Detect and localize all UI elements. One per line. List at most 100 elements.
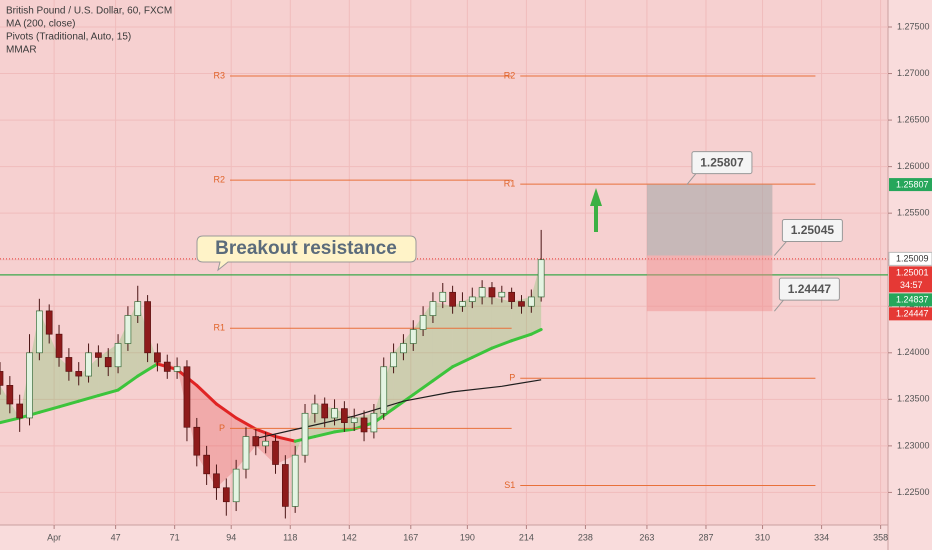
indicator: Pivots (Traditional, Auto, 15) — [6, 32, 131, 43]
time-axis — [0, 525, 888, 550]
candle-body — [272, 440, 279, 465]
ribbon-band — [393, 329, 414, 409]
ribbon-line — [274, 435, 297, 443]
candle-body — [439, 291, 447, 302]
candle-body — [301, 412, 309, 456]
ribbon-line — [77, 394, 100, 403]
candle-body — [350, 417, 358, 423]
y-tick-label: 1.27000 — [897, 68, 930, 78]
candle-body — [26, 352, 33, 419]
y-tick-label: 1.22500 — [897, 487, 930, 497]
marks: R3 R2 R1 P R2 R1 P S1 — [0, 70, 888, 519]
candle-body — [380, 366, 388, 414]
candle-body — [429, 301, 437, 316]
candle-body — [222, 487, 230, 503]
annotation: Breakout resistance — [215, 238, 397, 259]
price-tag-label: 1.25807 — [896, 179, 929, 189]
indicator: MMAR — [6, 45, 37, 56]
price-tag-label: 1.25001 — [896, 268, 929, 278]
ribbon-band — [413, 301, 433, 395]
price-tag — [889, 307, 932, 321]
x-tick-label: 263 — [639, 532, 654, 542]
candle-body — [321, 403, 329, 419]
ribbon-band — [177, 366, 197, 456]
x-tick-label: 287 — [698, 532, 713, 542]
ribbon-line — [431, 365, 455, 383]
candle-body — [252, 436, 260, 447]
x-tick-label: 47 — [111, 532, 121, 542]
candle-body — [124, 315, 132, 344]
x-tick-label: 94 — [226, 532, 236, 542]
candle-body — [55, 333, 63, 358]
pivot-label: P — [219, 423, 225, 433]
pivot-label: R2 — [504, 70, 516, 80]
pivot-label: P — [509, 373, 515, 383]
candle-body — [459, 301, 466, 307]
ribbon-line — [234, 416, 258, 431]
y-tick-label: 1.26500 — [897, 114, 930, 124]
candle-body — [114, 343, 122, 368]
x-tick-label: 190 — [460, 532, 475, 542]
ribbon-line — [195, 383, 218, 406]
ribbon-line — [214, 402, 238, 420]
price-tag — [888, 251, 932, 266]
ribbon-band — [275, 436, 296, 465]
candle-body — [281, 464, 289, 507]
ribbon-band — [472, 296, 492, 358]
candle-body — [45, 310, 53, 335]
x-tick-label: Apr — [47, 532, 61, 542]
candle-body — [203, 454, 210, 475]
x-tick-label: 334 — [814, 532, 829, 542]
ribbon-band — [59, 357, 79, 407]
candle-body — [85, 352, 92, 377]
candle-body — [213, 473, 220, 489]
ribbon-band — [216, 403, 237, 488]
candle-body — [75, 371, 83, 377]
candle-body — [478, 287, 486, 298]
x-tick-label: 358 — [873, 532, 888, 542]
candle-body — [193, 426, 201, 456]
candle-body — [183, 366, 191, 428]
candle-body — [163, 361, 171, 372]
indicator: MA (200, close) — [6, 19, 75, 30]
candle-body — [468, 296, 476, 302]
candle-body — [390, 352, 397, 368]
ribbon-line — [57, 399, 81, 409]
pivot-label: R1 — [213, 323, 225, 333]
ribbon-line — [0, 416, 22, 425]
ribbon-line — [136, 362, 159, 378]
x-tick-label: 71 — [170, 532, 180, 542]
candle-body — [242, 436, 250, 470]
ribbon-band — [452, 296, 473, 367]
callout-box — [691, 151, 753, 175]
candle-body — [400, 343, 407, 354]
ribbon-line — [37, 405, 61, 414]
ribbon-band — [511, 296, 532, 341]
overlays: Breakout resistance 1.25807 1.25045 1.2444… — [196, 151, 843, 312]
y-tick-label: 1.24000 — [897, 347, 930, 357]
pivot-label: R2 — [213, 174, 225, 184]
price-tag-label: 1.25009 — [896, 254, 929, 264]
candle-body — [104, 357, 112, 368]
ribbon-line — [470, 346, 494, 359]
countdown: 34:57 — [900, 280, 923, 290]
candle-body — [65, 357, 73, 372]
y-tick-label: 1.23000 — [897, 440, 930, 450]
ribbon-line — [529, 328, 543, 336]
candle-body — [498, 291, 506, 298]
y-tick-label: 1.26000 — [897, 161, 930, 171]
callout-box — [196, 235, 417, 272]
callout-label: 1.25807 — [700, 155, 744, 169]
candle-body — [36, 310, 43, 354]
candle-body — [341, 408, 348, 423]
candle-body — [527, 296, 535, 307]
pivot-label: R1 — [504, 178, 516, 188]
candle-body — [154, 352, 161, 363]
plot-background — [0, 0, 888, 525]
callout-label: 1.24447 — [788, 282, 832, 296]
callout-box — [781, 219, 843, 243]
callout-label: 1.25045 — [791, 223, 835, 237]
candle-body — [6, 385, 14, 405]
ribbon-line — [451, 355, 474, 369]
